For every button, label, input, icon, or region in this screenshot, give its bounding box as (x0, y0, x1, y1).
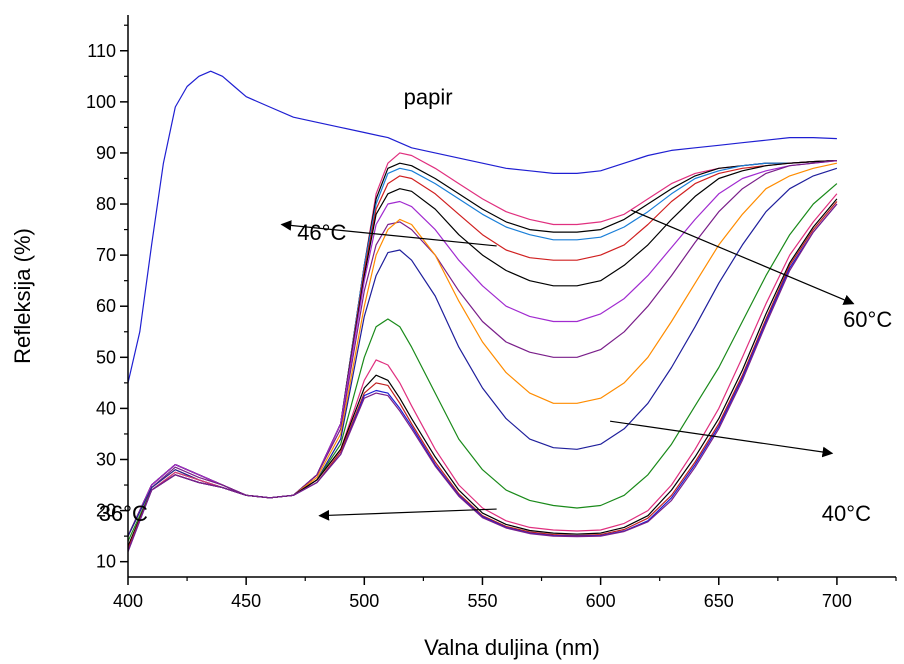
y-tick-label: 110 (87, 41, 116, 61)
y-tick-label: 70 (96, 245, 116, 265)
series-line-13 (127, 198, 838, 547)
x-tick-label: 500 (349, 591, 379, 611)
x-tick-label: 400 (113, 591, 143, 611)
series-line-7 (127, 160, 837, 537)
arrow-layer (280, 209, 855, 521)
y-tick-label: 10 (96, 552, 116, 572)
series-line-4 (127, 160, 837, 537)
y-tick-label: 90 (96, 143, 116, 163)
series-line-1 (127, 70, 837, 384)
series-line-5 (127, 160, 837, 537)
tick-layer: 400 450 500 550 600 650 700 10 20 30 40 50 60 70 80 90 1… (86, 24, 897, 611)
series-line-8 (127, 160, 837, 537)
series-line-10 (127, 167, 838, 537)
series-line-14 (127, 201, 838, 550)
annotation-label: 46°C (297, 220, 346, 245)
x-tick-label: 450 (231, 591, 261, 611)
annotation-label: 40°C (822, 501, 871, 526)
annotation-label: 60°C (843, 307, 892, 332)
annotation-label: papir (404, 85, 453, 110)
series-line-9 (127, 162, 838, 537)
x-tick-label: 600 (586, 591, 616, 611)
series-layer (127, 70, 838, 552)
annotation-label: 36°C (99, 501, 148, 526)
y-axis-title: Refleksija (%) (10, 228, 35, 364)
annotation-arrow-3 (609, 420, 834, 458)
annotation-arrow-1 (280, 220, 497, 247)
series-line-6 (127, 160, 837, 537)
y-tick-label: 100 (86, 92, 116, 112)
y-tick-label: 80 (96, 194, 116, 214)
series-line-12 (127, 193, 838, 547)
series-line-15 (127, 203, 838, 552)
series-line-16 (127, 203, 838, 552)
series-line-3 (127, 160, 837, 537)
series-line-11 (127, 183, 838, 542)
annotation-arrow-4 (318, 508, 497, 521)
y-tick-label: 30 (96, 449, 116, 469)
x-tick-label: 650 (704, 591, 734, 611)
annotation-arrow-2 (631, 209, 855, 305)
x-tick-label: 700 (822, 591, 852, 611)
y-tick-label: 20 (96, 501, 116, 521)
y-tick-label: 50 (96, 347, 116, 367)
y-tick-label: 60 (96, 296, 116, 316)
x-axis-title: Valna duljina (nm) (424, 635, 600, 660)
x-tick-label: 550 (467, 591, 497, 611)
axes-layer (127, 15, 896, 578)
y-tick-label: 40 (96, 398, 116, 418)
annotation-layer: papir 46°C 60°C 40°C 36°C (99, 85, 893, 526)
